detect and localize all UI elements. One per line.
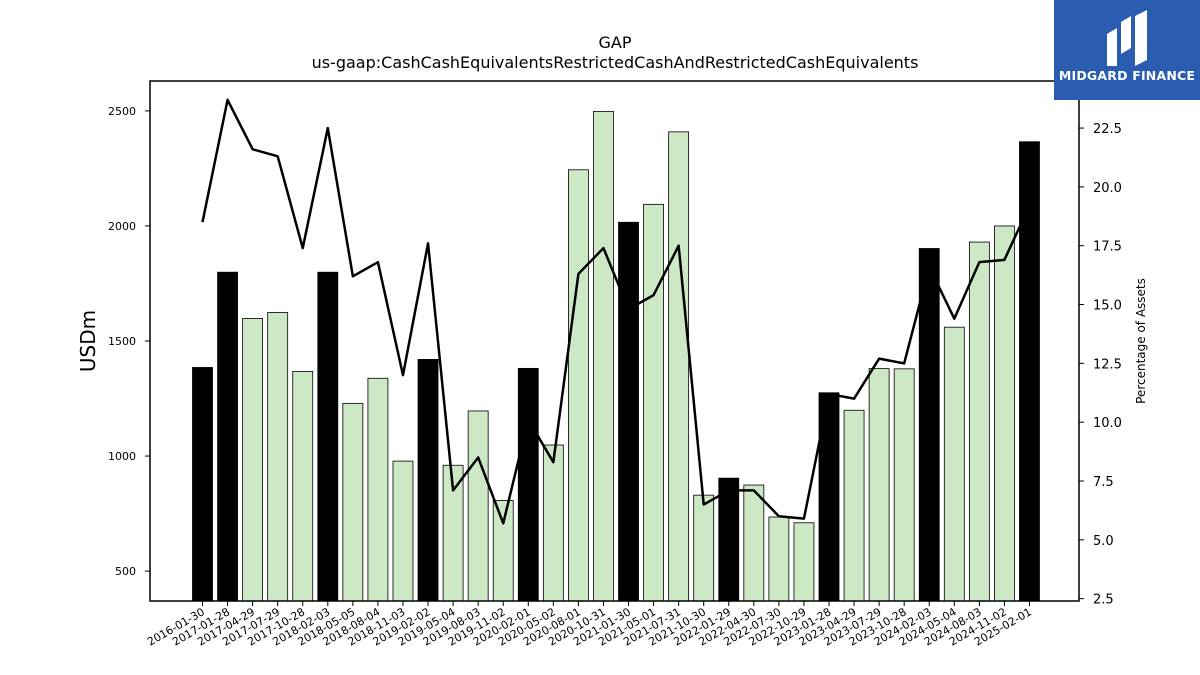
y2-tick-label: 7.5	[1093, 475, 1114, 490]
y-axis-ticks: 500 1000 1500 2000 2500	[108, 105, 150, 578]
bar	[943, 326, 965, 602]
bar	[517, 367, 539, 602]
bar	[643, 203, 664, 602]
bar	[292, 370, 314, 602]
y2-tick-label: 22.5	[1093, 122, 1122, 137]
x-axis-ticks: 2016-01-302017-01-282017-04-292017-07-29…	[145, 601, 1034, 649]
bar	[893, 368, 915, 602]
bar	[718, 477, 740, 602]
y-tick-label: 2500	[108, 105, 136, 118]
bar	[693, 494, 715, 602]
bar	[568, 169, 589, 602]
bar	[542, 444, 564, 602]
bar	[768, 516, 790, 602]
line-series	[201, 98, 1031, 525]
bar	[217, 271, 238, 602]
midgard-logo-mark-icon	[1107, 10, 1147, 66]
y-tick-label: 1000	[108, 450, 136, 463]
bar	[918, 248, 940, 602]
bar	[593, 110, 614, 602]
bar	[367, 377, 389, 602]
chart-subtitle: us-gaap:CashCashEquivalentsRestrictedCas…	[312, 53, 919, 72]
y-axis-label: USDm	[76, 310, 100, 372]
bar	[492, 500, 514, 602]
bar	[668, 131, 690, 602]
y2-tick-label: 12.5	[1093, 357, 1122, 372]
y2-tick-label: 5.0	[1093, 534, 1114, 549]
bar	[417, 359, 439, 602]
y2-tick-label: 20.0	[1093, 181, 1122, 196]
midgard-finance-logo: MIDGARD FINANCE	[1054, 0, 1200, 100]
y2-axis-ticks: 2.5 5.0 7.5 10.0 12.5 15.0 17.5 20.0 22.5	[1079, 122, 1122, 608]
bar	[868, 368, 890, 602]
y-tick-label: 2000	[108, 220, 136, 233]
bar	[618, 221, 639, 602]
chart-title: GAP	[599, 33, 632, 52]
bar	[743, 484, 765, 602]
bar	[392, 460, 414, 602]
bar	[267, 312, 289, 602]
bar	[1019, 141, 1040, 602]
y2-tick-label: 17.5	[1093, 240, 1122, 255]
bar	[342, 402, 364, 602]
bar	[317, 271, 339, 602]
y2-tick-label: 10.0	[1093, 416, 1122, 431]
bar	[843, 409, 865, 602]
logo-text: MIDGARD FINANCE	[1058, 68, 1196, 83]
plot-frame	[149, 80, 1080, 602]
y2-tick-label: 15.0	[1093, 299, 1122, 314]
y-tick-label: 500	[115, 565, 136, 578]
bar	[968, 241, 990, 602]
bar	[242, 318, 264, 602]
bar	[994, 225, 1015, 602]
y-tick-label: 1500	[108, 335, 136, 348]
bar-series	[192, 110, 1040, 602]
bar	[793, 522, 815, 602]
bar	[192, 367, 213, 602]
percentage-line	[201, 98, 1031, 525]
y2-axis-label: Percentage of Assets	[1134, 278, 1148, 404]
bar	[467, 410, 489, 602]
y2-tick-label: 2.5	[1093, 593, 1114, 608]
